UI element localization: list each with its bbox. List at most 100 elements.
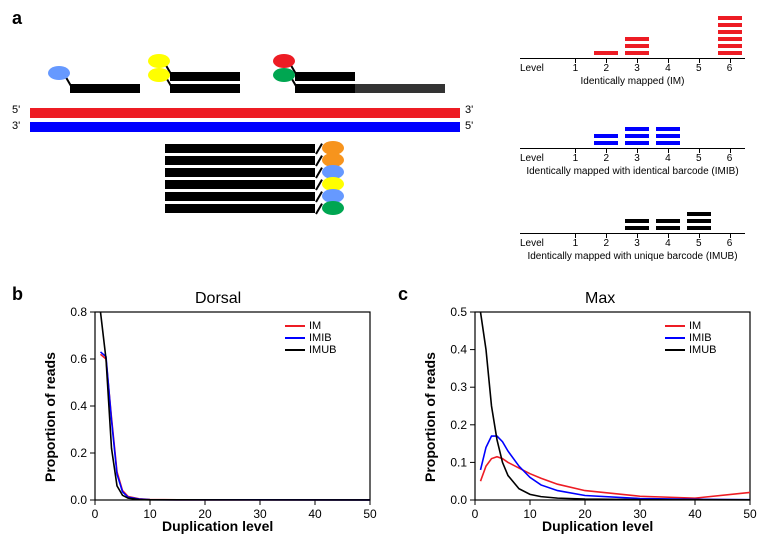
end-label-5r: 5' bbox=[465, 120, 473, 132]
mini-tick-label: 6 bbox=[727, 238, 733, 249]
mini-brick bbox=[686, 211, 712, 217]
legend-item: IMUB bbox=[285, 344, 337, 356]
svg-text:40: 40 bbox=[688, 507, 702, 521]
panel-b-label: b bbox=[12, 284, 23, 305]
chart-c-xlabel: Duplication level bbox=[542, 518, 653, 534]
mini-level-label: Level bbox=[520, 153, 544, 164]
legend-swatch bbox=[665, 325, 685, 327]
legend-swatch bbox=[665, 337, 685, 339]
mini-tick-label: 4 bbox=[665, 63, 671, 74]
mini-brick bbox=[655, 126, 681, 132]
svg-text:50: 50 bbox=[363, 507, 377, 521]
barcode-icon bbox=[148, 54, 170, 68]
mini-axis bbox=[520, 148, 745, 149]
mini-tick-label: 1 bbox=[573, 238, 579, 249]
svg-text:0.0: 0.0 bbox=[450, 493, 467, 507]
svg-text:0.0: 0.0 bbox=[70, 493, 87, 507]
chart-b-legend: IMIMIBIMUB bbox=[285, 320, 337, 356]
mini-brick bbox=[624, 50, 650, 56]
legend-label: IMUB bbox=[309, 344, 337, 356]
legend-label: IM bbox=[689, 320, 701, 332]
read-segment bbox=[165, 180, 315, 189]
mini-brick bbox=[655, 218, 681, 224]
legend-label: IMIB bbox=[309, 332, 332, 344]
svg-text:40: 40 bbox=[308, 507, 322, 521]
mini-axis bbox=[520, 233, 745, 234]
legend-item: IMUB bbox=[665, 344, 717, 356]
mini-tick-label: 5 bbox=[696, 153, 702, 164]
svg-text:0: 0 bbox=[92, 507, 99, 521]
legend-item: IMIB bbox=[665, 332, 717, 344]
svg-text:0.1: 0.1 bbox=[450, 455, 467, 469]
legend-label: IMIB bbox=[689, 332, 712, 344]
mini-brick bbox=[624, 140, 650, 146]
svg-text:0.8: 0.8 bbox=[70, 305, 87, 319]
read-segment bbox=[165, 156, 315, 165]
barcode-icon bbox=[148, 68, 170, 82]
mini-brick bbox=[655, 225, 681, 231]
svg-text:0.4: 0.4 bbox=[450, 343, 467, 357]
svg-text:0.5: 0.5 bbox=[450, 305, 467, 319]
mini-tick-label: 5 bbox=[696, 238, 702, 249]
panel-c-label: c bbox=[398, 284, 408, 305]
legend-swatch bbox=[285, 325, 305, 327]
mini-tick-label: 3 bbox=[634, 63, 640, 74]
mini-brick bbox=[593, 133, 619, 139]
barcode-icon bbox=[48, 66, 70, 80]
barcode-icon bbox=[273, 68, 295, 82]
mini-brick bbox=[717, 22, 743, 28]
legend-swatch bbox=[665, 349, 685, 351]
svg-text:10: 10 bbox=[523, 507, 537, 521]
chart-c-legend: IMIMIBIMUB bbox=[665, 320, 717, 356]
read-segment bbox=[295, 72, 355, 81]
legend-item: IM bbox=[665, 320, 717, 332]
chart-b-xlabel: Duplication level bbox=[162, 518, 273, 534]
mini-level-label: Level bbox=[520, 238, 544, 249]
chart-dorsal: Dorsal 010203040500.00.20.40.60.8 Propor… bbox=[40, 290, 380, 540]
read-segment bbox=[165, 144, 315, 153]
mini-chart: Level123456Identically mapped with uniqu… bbox=[520, 185, 745, 265]
mini-tick-label: 1 bbox=[573, 153, 579, 164]
svg-text:0.4: 0.4 bbox=[70, 399, 87, 413]
mini-tick-label: 4 bbox=[665, 238, 671, 249]
read-segment bbox=[165, 192, 315, 201]
mini-brick bbox=[624, 126, 650, 132]
svg-text:0.2: 0.2 bbox=[450, 418, 467, 432]
svg-text:0.6: 0.6 bbox=[70, 352, 87, 366]
strand-bottom bbox=[30, 122, 460, 132]
mini-brick bbox=[624, 36, 650, 42]
mini-chart: Level123456Identically mapped (IM) bbox=[520, 10, 745, 90]
mini-brick bbox=[624, 218, 650, 224]
legend-label: IM bbox=[309, 320, 321, 332]
mini-brick bbox=[593, 50, 619, 56]
mini-brick bbox=[717, 43, 743, 49]
legend-swatch bbox=[285, 349, 305, 351]
read-segment bbox=[70, 84, 140, 93]
svg-text:50: 50 bbox=[743, 507, 757, 521]
mini-tick-label: 6 bbox=[727, 63, 733, 74]
chart-max: Max 010203040500.00.10.20.30.40.5 Propor… bbox=[420, 290, 760, 540]
read-segment bbox=[295, 84, 355, 93]
chart-b-ylabel: Proportion of reads bbox=[42, 352, 58, 482]
mini-level-label: Level bbox=[520, 63, 544, 74]
mini-brick bbox=[624, 43, 650, 49]
read-segment bbox=[170, 84, 240, 93]
mini-tick-label: 3 bbox=[634, 153, 640, 164]
mini-chart-title: Identically mapped with identical barcod… bbox=[520, 166, 745, 177]
svg-text:0: 0 bbox=[472, 507, 479, 521]
barcode-icon bbox=[322, 201, 344, 215]
mini-tick-label: 5 bbox=[696, 63, 702, 74]
svg-text:0.3: 0.3 bbox=[450, 380, 467, 394]
legend-swatch bbox=[285, 337, 305, 339]
svg-text:0.2: 0.2 bbox=[70, 446, 87, 460]
mini-axis bbox=[520, 58, 745, 59]
read-segment bbox=[170, 72, 240, 81]
mini-tick-label: 2 bbox=[603, 63, 609, 74]
mini-brick bbox=[655, 133, 681, 139]
mini-brick bbox=[655, 140, 681, 146]
legend-label: IMUB bbox=[689, 344, 717, 356]
end-label-5l: 5' bbox=[12, 104, 20, 116]
mini-brick bbox=[593, 140, 619, 146]
mini-brick bbox=[624, 225, 650, 231]
mini-brick bbox=[624, 133, 650, 139]
